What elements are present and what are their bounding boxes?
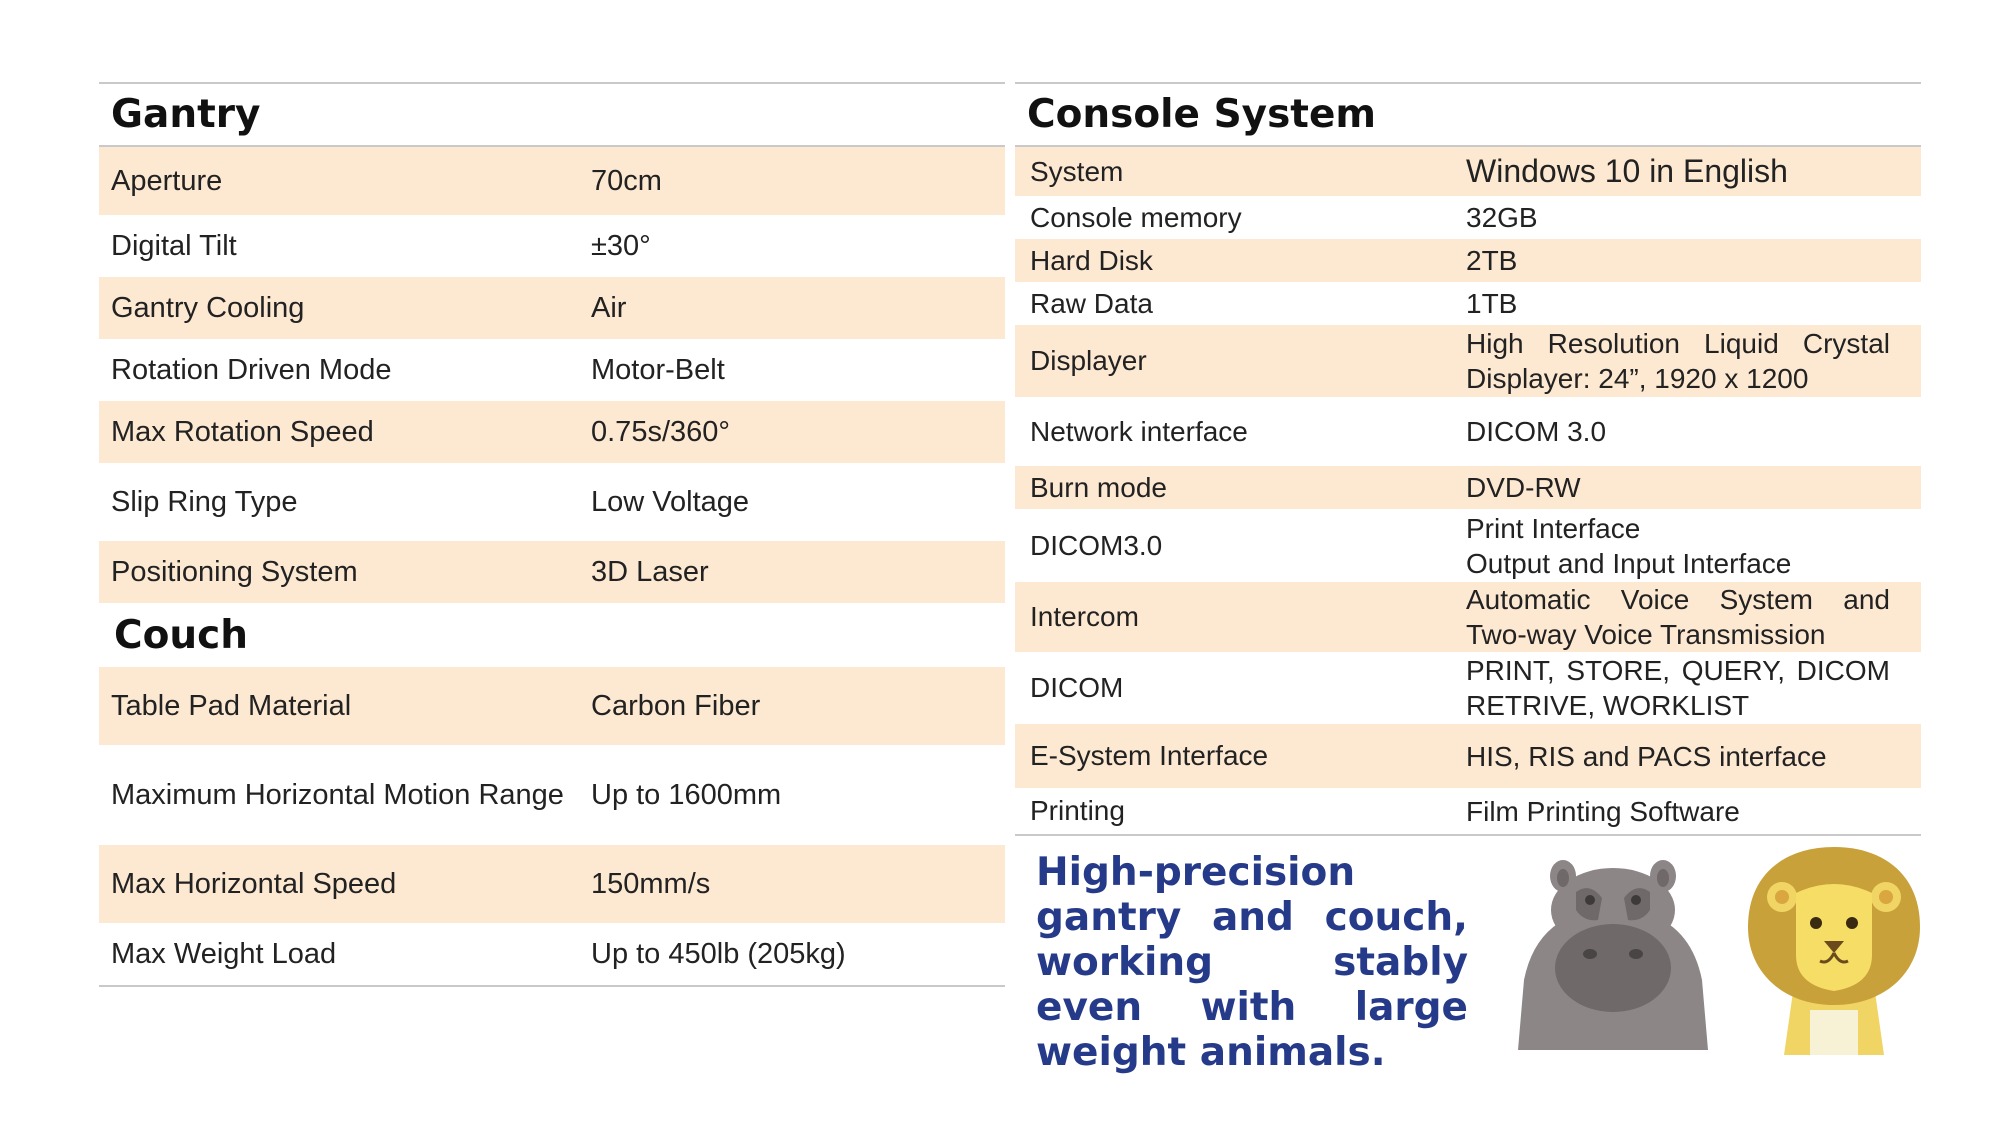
bottom-divider [1015, 834, 1921, 836]
spec-value: Film Printing Software [1466, 795, 1740, 827]
spec-row: DICOM3.0 Print Interface Output and Inpu… [1015, 509, 1921, 582]
top-divider [1015, 82, 1921, 84]
spec-label: Hard Disk [1030, 244, 1153, 276]
spec-label: Raw Data [1030, 287, 1153, 319]
spec-label: Console memory [1030, 201, 1242, 233]
spec-label: DICOM [1030, 672, 1124, 703]
spec-label: Burn mode [1030, 471, 1167, 503]
spec-value: Motor-Belt [591, 353, 725, 386]
spec-row: Slip Ring Type Low Voltage [99, 463, 1005, 541]
spec-row: Console memory 32GB [1015, 196, 1921, 239]
spec-value: DVD-RW [1466, 472, 1581, 503]
spec-label: E-System Interface [1030, 740, 1269, 771]
spec-row: Raw Data 1TB [1015, 282, 1921, 325]
spec-row: Maximum Horizontal Motion Range Up to 16… [99, 745, 1005, 845]
spec-value: Automatic Voice System and Two-way Voice… [1466, 584, 1890, 650]
spec-value: Carbon Fiber [591, 689, 761, 722]
spec-label: System [1030, 155, 1124, 187]
spec-value-line: Print Interface [1466, 512, 1641, 544]
spec-row: Positioning System 3D Laser [99, 541, 1005, 603]
spec-label: Slip Ring Type [111, 485, 298, 518]
spec-row: Max Weight Load Up to 450lb (205kg) [99, 923, 1005, 985]
spec-label: Rotation Driven Mode [111, 353, 392, 386]
spec-row: Max Horizontal Speed 150mm/s [99, 845, 1005, 923]
spec-row: Printing Film Printing Software [1015, 788, 1921, 834]
spec-row: Gantry Cooling Air [99, 277, 1005, 339]
spec-value: Up to 1600mm [591, 778, 782, 811]
spec-value: HIS, RIS and PACS interface [1466, 740, 1827, 772]
spec-label: Digital Tilt [111, 229, 237, 262]
spec-row: Digital Tilt ±30° [99, 215, 1005, 277]
spec-value: Print Interface Output and Input Interfa… [1466, 511, 1890, 581]
spec-label: Table Pad Material [111, 689, 352, 722]
spec-row: Aperture 70cm [99, 147, 1005, 215]
spec-label: Network interface [1030, 415, 1248, 447]
spec-row: Hard Disk 2TB [1015, 239, 1921, 282]
spec-row: Network interface DICOM 3.0 [1015, 397, 1921, 466]
spec-value: Low Voltage [591, 485, 750, 518]
console-heading: Console System [1015, 84, 1921, 147]
spec-label: Aperture [111, 164, 223, 197]
spec-value: ±30° [591, 229, 651, 262]
spec-label: Max Rotation Speed [111, 415, 374, 448]
spec-value: DICOM 3.0 [1466, 416, 1607, 447]
spec-row: E-System Interface HIS, RIS and PACS int… [1015, 724, 1921, 788]
spec-value: Air [591, 291, 627, 324]
spec-value: 2TB [1466, 245, 1518, 276]
tagline-text: High-precision gantry and couch, working… [1036, 850, 1468, 1075]
spec-label: Intercom [1030, 601, 1139, 632]
spec-row: Intercom Automatic Voice System and Two-… [1015, 582, 1921, 652]
bottom-divider [99, 985, 1005, 987]
spec-value-line: Output and Input Interface [1466, 547, 1792, 579]
spec-label: Max Weight Load [111, 937, 337, 970]
spec-value: 1TB [1466, 288, 1518, 319]
spec-label: Maximum Horizontal Motion Range [111, 778, 564, 811]
spec-row: Rotation Driven Mode Motor-Belt [99, 339, 1005, 401]
spec-row: System Windows 10 in English [1015, 147, 1921, 196]
spec-label: Positioning System [111, 555, 358, 588]
spec-value: PRINT, STORE, QUERY, DICOM RETRIVE, WORK… [1466, 655, 1890, 721]
spec-value: 3D Laser [591, 555, 709, 588]
spec-value: Windows 10 in English [1466, 152, 1788, 189]
spec-label: Printing [1030, 795, 1125, 826]
spec-row: Displayer High Resolution Liquid Crystal… [1015, 325, 1921, 397]
spec-row: Burn mode DVD-RW [1015, 466, 1921, 509]
spec-value: Up to 450lb (205kg) [591, 937, 846, 970]
spec-row: Max Rotation Speed 0.75s/360° [99, 401, 1005, 463]
spec-value: High Resolution Liquid Crystal Displayer… [1466, 328, 1890, 394]
top-divider [99, 82, 1005, 84]
spec-value: 150mm/s [591, 867, 711, 900]
right-spec-panel: Console System System Windows 10 in Engl… [1015, 82, 1921, 836]
spec-label: Gantry Cooling [111, 291, 305, 324]
gantry-heading: Gantry [99, 84, 1005, 147]
couch-heading: Couch [114, 612, 249, 658]
spec-label: Max Horizontal Speed [111, 867, 397, 900]
lion-icon [1744, 845, 1924, 1060]
spec-label: DICOM3.0 [1030, 529, 1163, 561]
spec-row: DICOM PRINT, STORE, QUERY, DICOM RETRIVE… [1015, 652, 1921, 724]
hippo-icon [1508, 860, 1718, 1055]
spec-label: Displayer [1030, 345, 1147, 376]
spec-value: 32GB [1466, 202, 1538, 233]
left-spec-panel: Gantry Aperture 70cm Digital Tilt ±30° G… [99, 82, 1005, 987]
spec-row: Table Pad Material Carbon Fiber [99, 667, 1005, 745]
spec-value: 0.75s/360° [591, 415, 730, 448]
spec-value: 70cm [591, 164, 662, 197]
